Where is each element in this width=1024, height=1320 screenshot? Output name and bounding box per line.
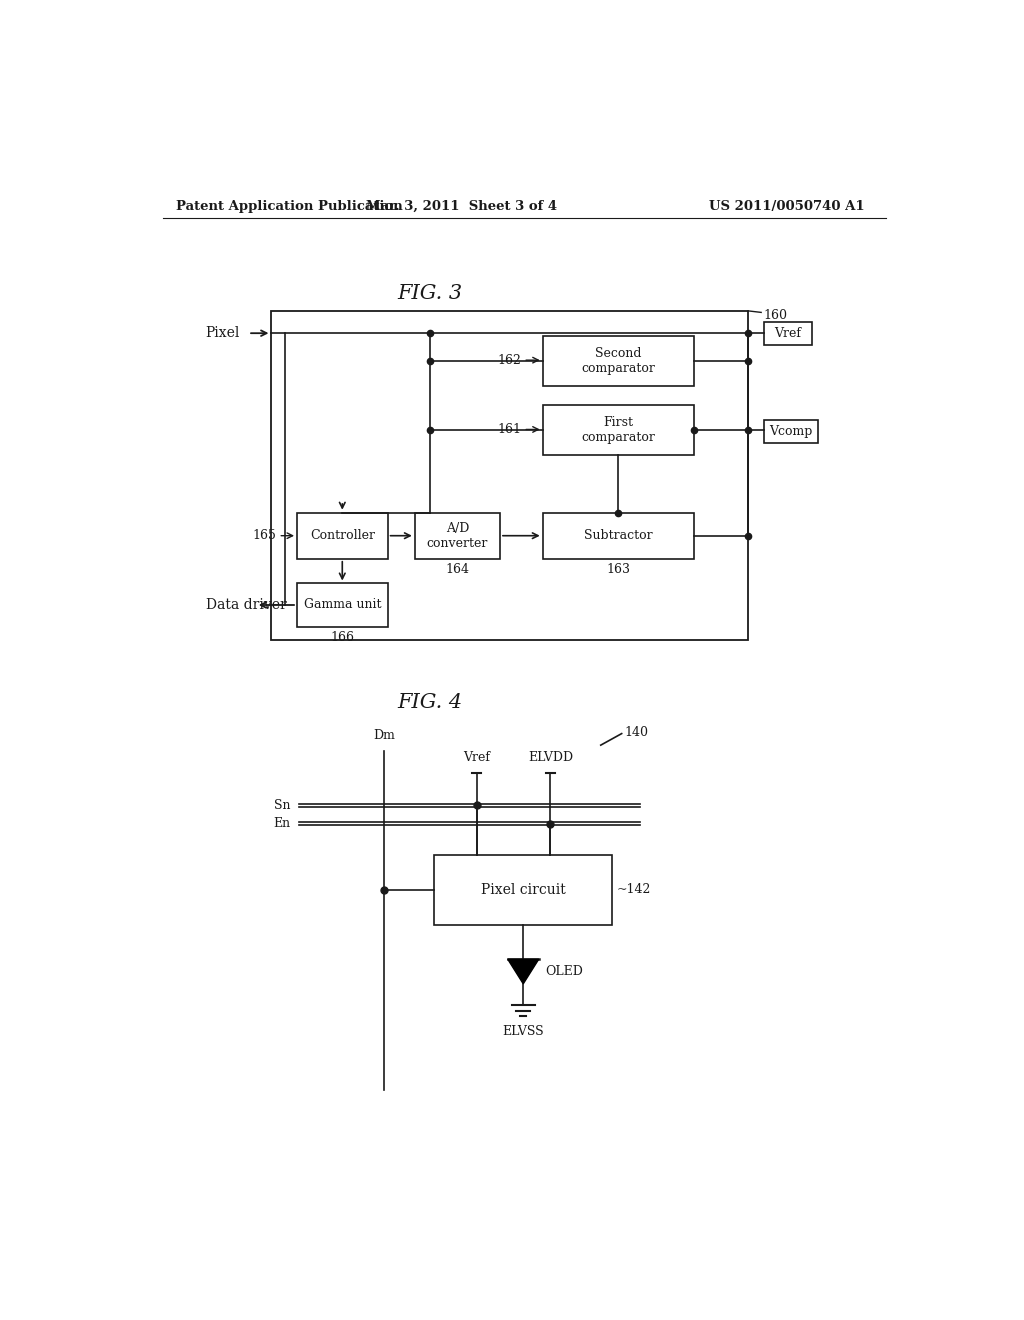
Text: 166: 166 — [331, 631, 354, 644]
Text: Second
comparator: Second comparator — [582, 347, 655, 375]
Text: Pixel: Pixel — [206, 326, 240, 341]
Text: 163: 163 — [606, 564, 630, 576]
Text: Pixel circuit: Pixel circuit — [481, 883, 565, 896]
Text: Data driver: Data driver — [206, 598, 287, 612]
Bar — [543, 405, 693, 455]
Text: A/D
converter: A/D converter — [427, 521, 488, 549]
Text: 160: 160 — [764, 309, 787, 322]
Bar — [415, 512, 500, 558]
Text: US 2011/0050740 A1: US 2011/0050740 A1 — [710, 199, 865, 213]
Text: ELVSS: ELVSS — [503, 1024, 544, 1038]
Text: 162: 162 — [498, 354, 521, 367]
Bar — [297, 512, 388, 558]
Bar — [543, 335, 693, 385]
Text: Subtractor: Subtractor — [584, 529, 652, 543]
Text: 165: 165 — [253, 529, 276, 543]
Text: Dm: Dm — [373, 729, 394, 742]
Bar — [764, 322, 812, 345]
Bar — [434, 855, 612, 924]
Text: Vcomp: Vcomp — [769, 425, 812, 438]
Text: Vref: Vref — [463, 751, 490, 763]
Text: 164: 164 — [445, 564, 469, 576]
Text: ~142: ~142 — [617, 883, 651, 896]
Text: FIG. 3: FIG. 3 — [397, 284, 463, 302]
Text: En: En — [273, 817, 291, 830]
Text: 161: 161 — [498, 422, 521, 436]
Bar — [271, 312, 748, 640]
Text: Mar. 3, 2011  Sheet 3 of 4: Mar. 3, 2011 Sheet 3 of 4 — [366, 199, 557, 213]
Polygon shape — [508, 960, 539, 983]
Text: First
comparator: First comparator — [582, 416, 655, 444]
Text: 140: 140 — [624, 726, 648, 739]
Bar — [764, 420, 818, 444]
Text: Sn: Sn — [274, 799, 291, 812]
Text: ELVDD: ELVDD — [527, 751, 573, 763]
Text: Gamma unit: Gamma unit — [303, 598, 381, 611]
Bar — [543, 512, 693, 558]
Bar — [297, 583, 388, 627]
Text: Patent Application Publication: Patent Application Publication — [176, 199, 402, 213]
Text: Controller: Controller — [310, 529, 375, 543]
Text: FIG. 4: FIG. 4 — [397, 693, 463, 711]
Text: OLED: OLED — [545, 965, 583, 978]
Text: Vref: Vref — [774, 326, 801, 339]
